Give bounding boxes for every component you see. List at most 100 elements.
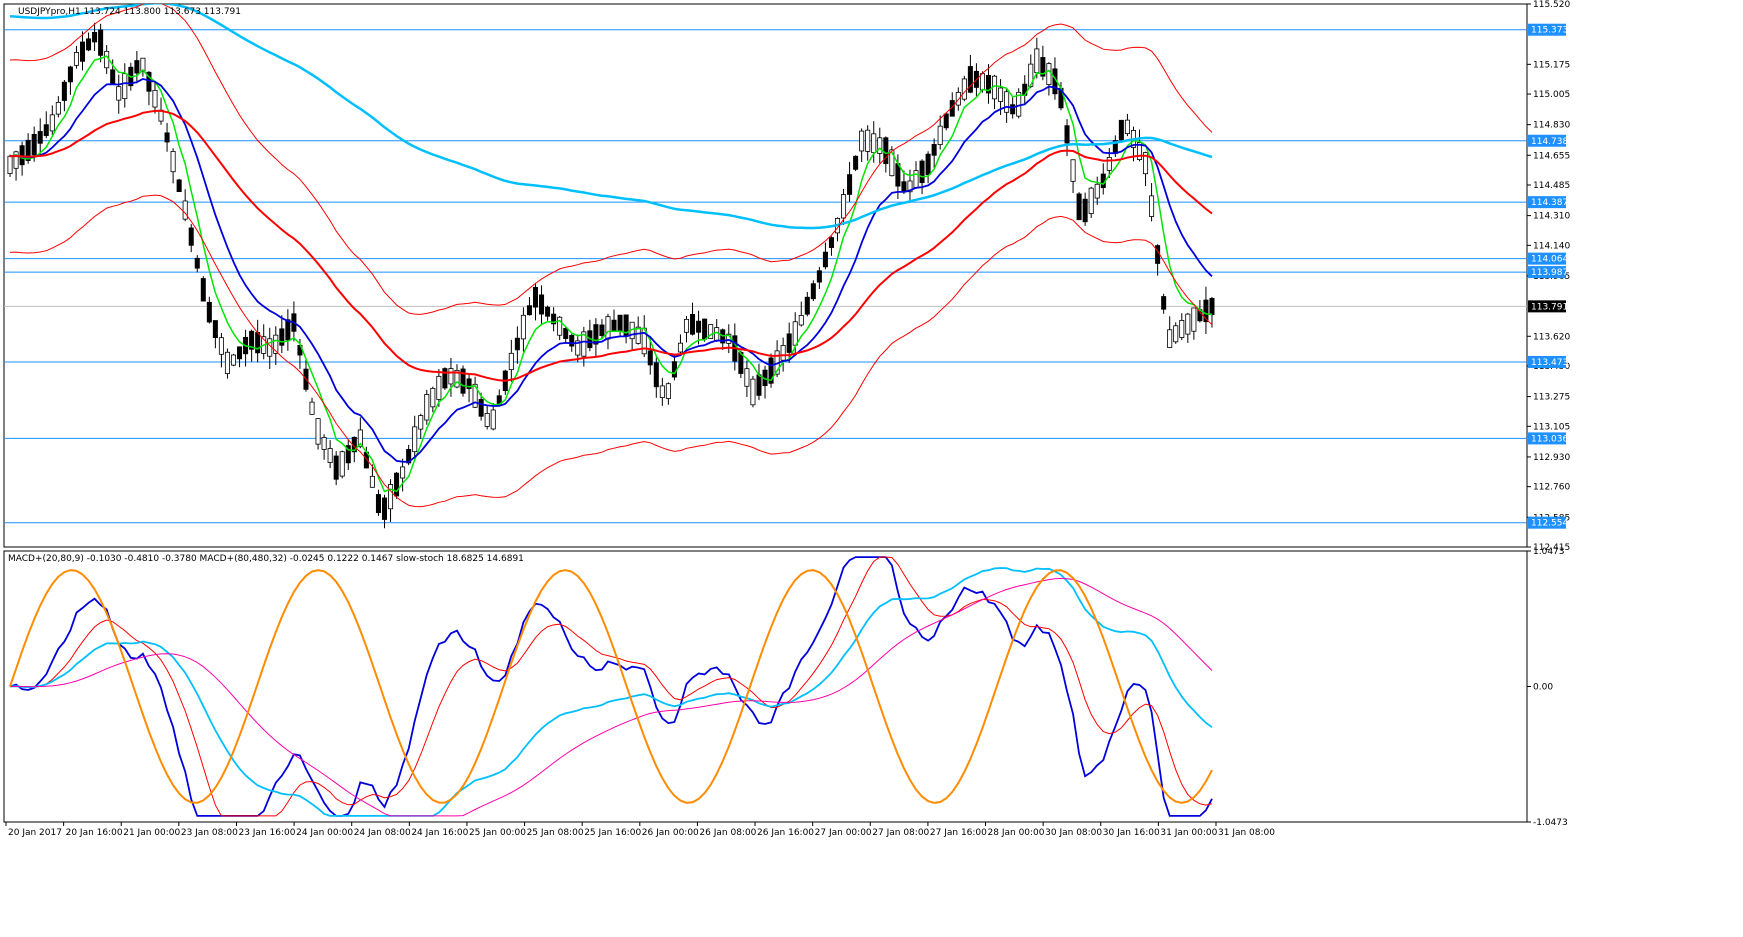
level-badge [1528, 266, 1566, 279]
candle-body [671, 361, 677, 378]
ema-slow-line [9, 109, 1213, 382]
candle-body [309, 401, 315, 415]
y-tick-label: 115.175 [1533, 60, 1570, 70]
candle-body [514, 337, 520, 351]
x-tick-label: 27 Jan 16:00 [930, 828, 987, 838]
candle-body [19, 145, 25, 166]
candle-body [218, 337, 224, 355]
candle-body [635, 326, 641, 344]
main-panel [3, 3, 1528, 548]
candle-body [1070, 159, 1076, 182]
candle-body [696, 320, 702, 333]
candle-body [79, 41, 86, 62]
x-tick-label: 24 Jan 16:00 [411, 828, 468, 838]
candle-body [212, 320, 218, 339]
candle-body [786, 333, 792, 353]
candle-body [1094, 183, 1100, 199]
y-tick-label: 114.485 [1533, 181, 1570, 191]
candle-body [943, 113, 949, 129]
candle-body [13, 151, 19, 169]
candle-body [913, 170, 919, 189]
candle-body [647, 350, 653, 366]
candle-body [1064, 125, 1070, 144]
candle-body [67, 66, 73, 83]
candle-body [937, 125, 943, 145]
candle-body [508, 352, 514, 371]
level-badge [1528, 516, 1566, 529]
candle-body [436, 375, 442, 400]
candle-body [140, 57, 146, 72]
candle-body [1143, 152, 1149, 175]
candle-body [484, 413, 490, 427]
candle-body [134, 60, 140, 74]
y-tick-label: 114.310 [1533, 212, 1570, 222]
x-tick-label: 24 Jan 00:00 [296, 828, 353, 838]
level-badge [1528, 432, 1566, 445]
candle-body [430, 387, 436, 408]
candle-body [1173, 325, 1179, 343]
candle-body [424, 394, 430, 421]
candle-body [460, 368, 466, 394]
candle-body [599, 324, 605, 336]
candle-body [919, 160, 925, 184]
candle-body [955, 91, 961, 106]
x-tick-label: 31 Jan 00:00 [1160, 828, 1217, 838]
candle-body [7, 155, 13, 174]
candle-body [206, 301, 212, 323]
candle-body [237, 346, 243, 360]
candle-body [611, 319, 617, 332]
candle-body [176, 179, 182, 193]
candle-body [442, 368, 448, 389]
x-tick-label: 30 Jan 08:00 [1045, 828, 1102, 838]
candle-body [31, 133, 37, 156]
candle-body [581, 331, 587, 357]
level-badge [1528, 355, 1566, 368]
candle-body [1149, 195, 1155, 217]
candle-body [557, 316, 563, 336]
candle-body [478, 399, 484, 417]
candle-body [865, 129, 871, 152]
candle-body [73, 52, 79, 66]
candle-body [841, 194, 847, 219]
candle-body [744, 368, 750, 387]
candle-body [822, 251, 828, 268]
candle-body [152, 89, 158, 108]
band-upper-line [9, 4, 1213, 315]
ind-y-tick-label: -1.0473 [1533, 818, 1568, 828]
current-price-label: 113.791 [1531, 302, 1568, 312]
candle-body [1136, 142, 1143, 160]
main-header: USDJPYpro,H1 113.724 113.800 113.673 113… [18, 7, 241, 17]
candle-body [828, 237, 834, 248]
candle-body [110, 69, 116, 84]
candle-body [593, 324, 599, 345]
level-badge-label: 113.036 [1531, 434, 1568, 444]
candle-body [49, 114, 55, 132]
candle-body [1179, 320, 1185, 338]
indicator-panel [3, 550, 1528, 823]
candle-body [871, 133, 877, 154]
candle-body [665, 383, 671, 399]
candle-body [653, 362, 659, 388]
candle-body [279, 328, 285, 346]
candle-body [394, 472, 400, 497]
candle-body [200, 278, 206, 302]
x-tick-label: 30 Jan 16:00 [1103, 828, 1160, 838]
candle-body [901, 181, 907, 193]
candle-body [780, 345, 786, 361]
y-tick-label: 114.140 [1533, 241, 1570, 251]
macd2-signal-line [10, 577, 1213, 817]
candle-body [98, 29, 104, 56]
ema-mid-line [9, 77, 1213, 463]
candle-body [798, 315, 804, 326]
x-tick-label: 25 Jan 00:00 [469, 828, 526, 838]
x-tick-label: 21 Jan 00:00 [123, 828, 180, 838]
candle-body [92, 31, 98, 43]
x-tick-label: 20 Jan 2017 [8, 828, 62, 838]
x-tick-label: 27 Jan 08:00 [872, 828, 929, 838]
candle-body [273, 334, 279, 354]
candle-body [285, 319, 291, 341]
candle-body [931, 144, 937, 156]
y-tick-label: 113.620 [1533, 332, 1570, 342]
